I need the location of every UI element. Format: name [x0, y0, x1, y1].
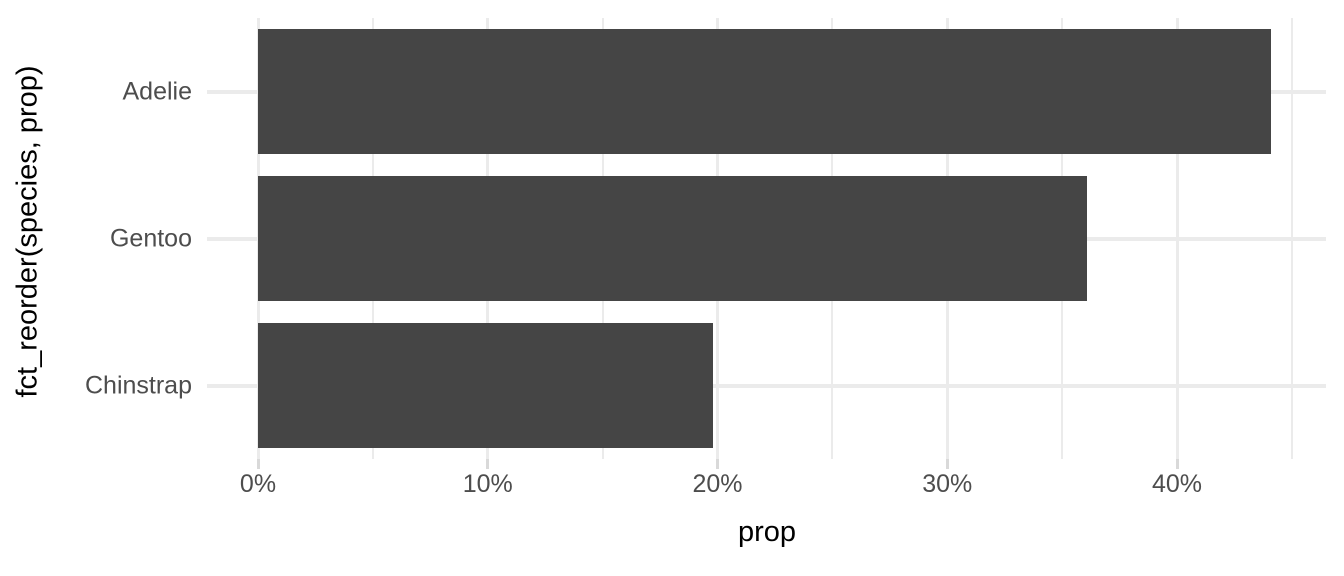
bar [258, 323, 713, 448]
y-axis-tick-label: Chinstrap [85, 371, 192, 399]
plot-panel [207, 18, 1326, 459]
y-axis-title-text: fct_reorder(species, prop) [11, 64, 44, 398]
x-axis-title-text: prop [737, 516, 797, 548]
x-axis-tick-mark [1175, 459, 1179, 469]
x-axis-tick-label: 30% [922, 470, 973, 498]
gridline-major-horizontal [207, 383, 1326, 388]
x-axis-tick-mark [256, 459, 260, 469]
x-axis-tick-label: 40% [1151, 470, 1203, 498]
y-axis-title: fct_reorder(species, prop) [8, 0, 48, 462]
y-axis-tick-label: Gentoo [109, 224, 192, 252]
x-axis-tick-mark [486, 459, 490, 469]
x-axis-tick-label: 10% [462, 470, 513, 498]
x-axis-title: prop [0, 518, 1344, 547]
x-axis-tick-mark [945, 459, 949, 469]
x-axis-tick-mark [716, 459, 719, 469]
bar [258, 29, 1272, 154]
y-axis-tick-label: Adelie [122, 77, 193, 105]
x-axis-tick-label: 0% [239, 470, 277, 498]
x-axis-tick-label: 20% [692, 470, 743, 498]
bar [258, 176, 1088, 301]
